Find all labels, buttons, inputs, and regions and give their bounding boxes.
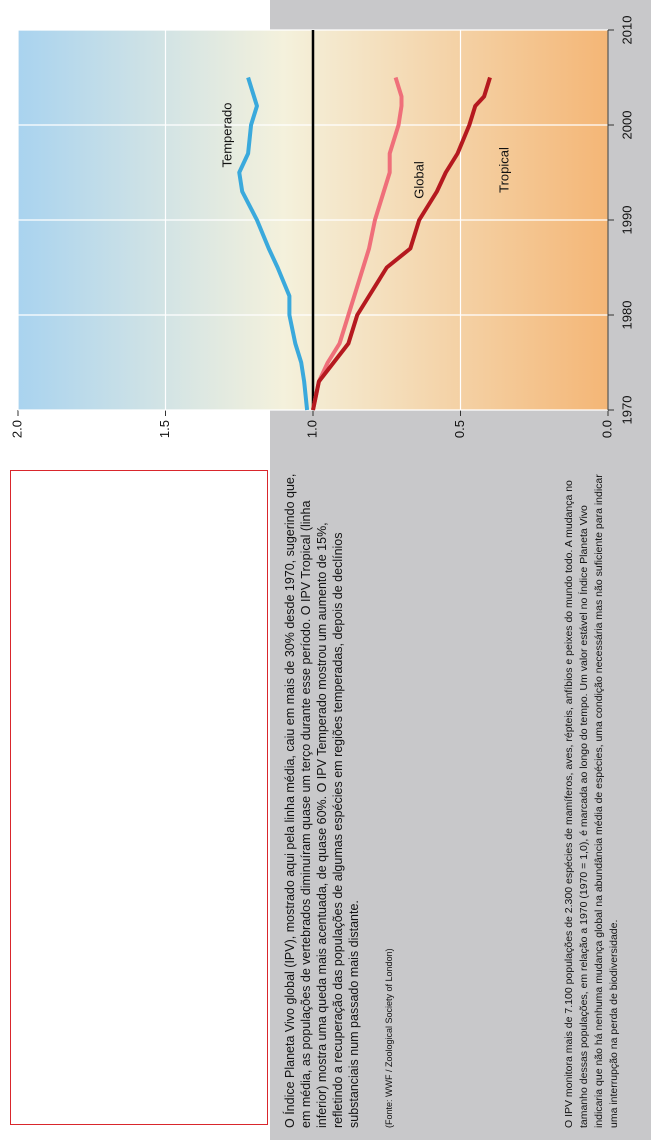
x-tick-label: 1980 <box>619 301 634 330</box>
x-tick-label: 1970 <box>619 396 634 425</box>
series-label: Tropical <box>496 147 511 193</box>
series-line <box>311 76 492 411</box>
y-tick-label: 1.0 <box>304 420 319 438</box>
x-tick-label: 2000 <box>619 111 634 140</box>
y-tick-label: 2.0 <box>9 420 24 438</box>
y-tick-label: 0.5 <box>452 420 467 438</box>
series-line <box>237 76 310 411</box>
note: O IPV monitora mais de 7.100 populações … <box>563 474 620 1128</box>
series-line <box>311 76 404 411</box>
series-label: Global <box>411 161 426 199</box>
empty-frame <box>10 470 268 1125</box>
source: (Fonte: WWF / Zoological Society of Lond… <box>384 948 394 1128</box>
series-label: Temperado <box>219 102 234 167</box>
y-tick-label: 1.5 <box>157 420 172 438</box>
caption: O Índice Planeta Vivo global (IPV), most… <box>283 473 361 1128</box>
x-tick-label: 2010 <box>619 16 634 45</box>
y-tick-label: 0.0 <box>599 420 614 438</box>
x-tick-label: 1990 <box>619 206 634 235</box>
